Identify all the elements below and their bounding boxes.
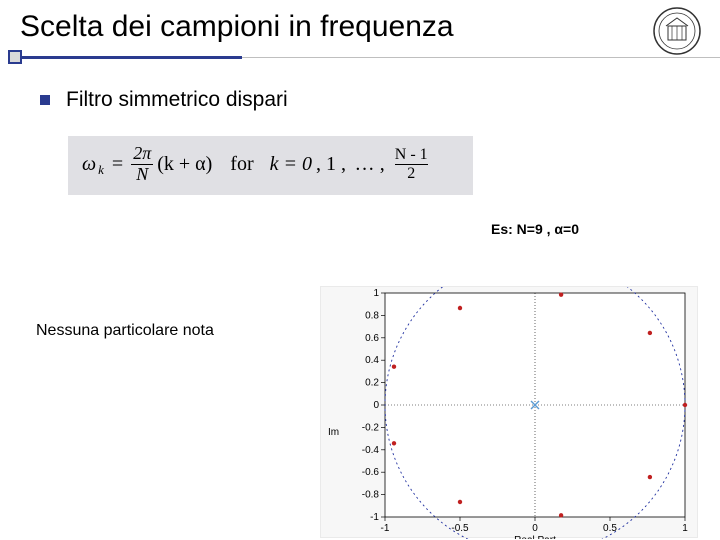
sym-omega: ω	[82, 153, 96, 176]
note-text: Nessuna particolare nota	[36, 322, 214, 340]
k-eq: k = 0	[270, 153, 312, 176]
svg-text:-0.8: -0.8	[362, 490, 380, 501]
sub-k: k	[98, 162, 104, 178]
fraction-n-minus-1-over-2: N - 1 2	[395, 146, 428, 183]
svg-text:0.2: 0.2	[365, 378, 379, 389]
title-divider	[0, 50, 720, 64]
svg-text:0.6: 0.6	[365, 333, 379, 344]
formula-box: ω k = 2π N (k + α) for k = 0 , 1 , … , N…	[68, 136, 473, 195]
frac2-num: N - 1	[395, 146, 428, 164]
svg-text:-1: -1	[381, 523, 390, 534]
svg-text:-0.2: -0.2	[362, 422, 380, 433]
svg-text:0.5: 0.5	[603, 523, 617, 534]
paren-term: (k + α)	[157, 153, 212, 176]
frac-den: N	[134, 165, 150, 185]
svg-text:-0.5: -0.5	[451, 523, 469, 534]
divider-thin	[242, 57, 720, 58]
fraction-2pi-over-n: 2π N	[131, 144, 153, 185]
university-seal-icon	[652, 6, 702, 56]
for-word: for	[230, 153, 253, 176]
svg-text:1: 1	[682, 523, 688, 534]
svg-text:0: 0	[532, 523, 538, 534]
imag-axis-stub: Im	[328, 428, 339, 438]
formula: ω k = 2π N (k + α) for k = 0 , 1 , … , N…	[82, 144, 459, 185]
end-comma: ,	[380, 153, 385, 176]
svg-text:-0.6: -0.6	[362, 467, 380, 478]
svg-text:0.4: 0.4	[365, 355, 379, 366]
bullet-item: Filtro simmetrico dispari	[40, 88, 680, 112]
slide-title: Scelta dei campioni in frequenza	[20, 10, 454, 44]
example-label: Es: N=9 , α=0	[350, 221, 720, 237]
accent-square-icon	[8, 50, 22, 64]
svg-text:0.8: 0.8	[365, 310, 379, 321]
seq: , 1 ,	[316, 153, 346, 176]
frac2-den: 2	[407, 165, 415, 183]
slide-header: Scelta dei campioni in frequenza	[0, 0, 720, 48]
svg-text:-1: -1	[370, 512, 379, 523]
dots: …	[356, 153, 374, 176]
svg-text:1: 1	[373, 288, 379, 299]
divider-thick	[22, 56, 242, 59]
pole-zero-chart: -1 -0.8 -0.6 -0.4 -0.2 0 0.2 0.4 0.6 0.8 1 -1 -0.5 0 0…	[320, 286, 698, 538]
equals: =	[112, 153, 123, 176]
frac-num: 2π	[131, 144, 153, 164]
svg-text:0: 0	[373, 400, 379, 411]
svg-text:-0.4: -0.4	[362, 445, 380, 456]
svg-text:Real Part: Real Part	[514, 535, 556, 539]
bullet-text: Filtro simmetrico dispari	[66, 88, 288, 112]
bullet-marker-icon	[40, 95, 50, 105]
